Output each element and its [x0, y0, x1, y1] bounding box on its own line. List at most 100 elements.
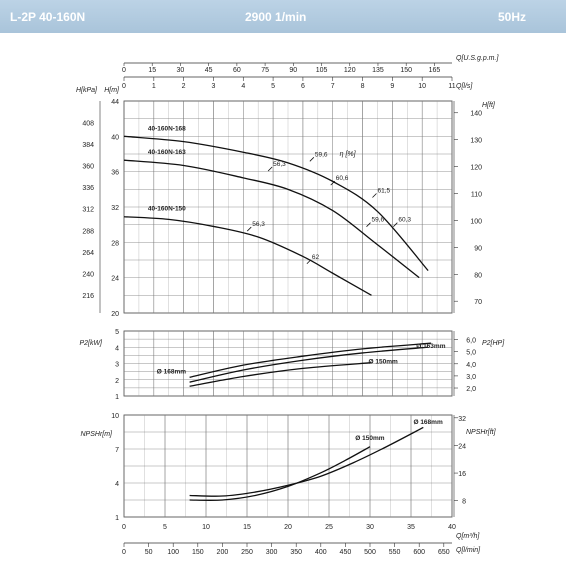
head-kpa-tick-label: 264 — [82, 250, 94, 257]
npsh-flow-lmin-tick-label: 500 — [364, 549, 376, 556]
npsh-flow-m3h-tick-label: 40 — [448, 524, 456, 531]
efficiency-value-label: 60,6 — [336, 175, 349, 182]
efficiency-mark — [330, 180, 336, 186]
efficiency-value-label: 60,3 — [398, 217, 411, 224]
chart-header-bar: L-2P 40-160N 2900 1/min 50Hz — [0, 0, 566, 33]
pump-model-title: L-2P 40-160N — [10, 10, 86, 24]
npsh-flow-lmin-tick-label: 350 — [290, 549, 302, 556]
flow-ls-tick-label: 9 — [390, 83, 394, 90]
npsh-flow-lmin-tick-label: 200 — [217, 549, 229, 556]
npsh-flow-m3h-tick-label: 25 — [325, 524, 333, 531]
head-y-tick-label: 44 — [111, 99, 119, 106]
head-ft-tick-label: 70 — [474, 299, 482, 306]
npsh-ft-tick-label: 16 — [458, 471, 466, 478]
efficiency-mark — [306, 259, 312, 265]
npsh-flow-m3h-tick-label: 35 — [407, 524, 415, 531]
power-y-tick-label: 5 — [115, 329, 119, 336]
flow-gpm-tick-label: 135 — [372, 67, 384, 74]
flow-ls-tick-label: 1 — [152, 83, 156, 90]
power-curve-163mm — [189, 346, 429, 383]
head-m-axis-title: H[m] — [104, 87, 120, 94]
flow-gpm-tick-label: 15 — [148, 67, 156, 74]
flow-ls-tick-label: 6 — [301, 83, 305, 90]
head-y-tick-label: 24 — [111, 276, 119, 283]
head-ft-tick-label: 100 — [470, 218, 482, 225]
npsh-ft-tick-label: 24 — [458, 443, 466, 450]
npsh-label-150mm: Ø 150mm — [355, 435, 384, 442]
power-y-tick-label: 3 — [115, 362, 119, 369]
head-y-tick-label: 20 — [111, 311, 119, 318]
flow-ls-tick-label: 5 — [271, 83, 275, 90]
power-curve-168mm — [189, 342, 432, 378]
head-curve-40-160N-168 — [123, 135, 429, 272]
npsh-flow-m3h-tick-label: 10 — [202, 524, 210, 531]
flow-ls-tick-label: 4 — [241, 83, 245, 90]
npsh-m-axis-title: NPSHr[m] — [81, 431, 114, 438]
head-kpa-tick-label: 216 — [82, 293, 94, 300]
flow-gpm-tick-label: 165 — [429, 67, 441, 74]
flow-gpm-axis-title: Q[U.S.g.p.m.] — [456, 55, 499, 62]
power-kw-axis-title: P2[kW] — [79, 340, 103, 347]
power-y-tick-label: 2 — [115, 378, 119, 385]
efficiency-value-label: 61,5 — [377, 188, 390, 195]
power-label-150mm: Ø 150mm — [369, 359, 398, 366]
head-y-tick-label: 32 — [111, 205, 119, 212]
npsh-flow-lmin-tick-label: 100 — [167, 549, 179, 556]
efficiency-mark — [393, 222, 398, 227]
power-y-tick-label: 1 — [115, 394, 119, 401]
flow-gpm-tick-label: 60 — [233, 67, 241, 74]
npsh-flow-lmin-tick-label: 50 — [145, 549, 153, 556]
power-hp-tick-label: 5,0 — [466, 350, 476, 357]
npsh-flow-lmin-tick-label: 600 — [413, 549, 425, 556]
npsh-ft-axis-title: NPSHr[ft] — [466, 429, 497, 436]
head-curve-label-40-160N-150: 40-160N-150 — [148, 206, 186, 213]
power-label-163mm: Ø 163mm — [416, 343, 445, 350]
flow-gpm-tick-label: 75 — [261, 67, 269, 74]
npsh-flow-m3h-axis-title: Q[m³/h] — [456, 533, 480, 540]
flow-gpm-tick-label: 90 — [289, 67, 297, 74]
efficiency-value-label: 62 — [312, 254, 320, 261]
flow-gpm-tick-label: 150 — [400, 67, 412, 74]
npsh-flow-m3h-tick-label: 20 — [284, 524, 292, 531]
power-hp-tick-label: 3,0 — [466, 374, 476, 381]
head-kpa-tick-label: 408 — [82, 120, 94, 127]
flow-gpm-tick-label: 105 — [316, 67, 328, 74]
head-kpa-axis-title: H[kPa] — [76, 87, 98, 94]
npsh-flow-lmin-tick-label: 400 — [315, 549, 327, 556]
flow-ls-tick-label: 8 — [361, 83, 365, 90]
efficiency-mark — [372, 193, 377, 198]
npsh-flow-lmin-tick-label: 300 — [266, 549, 278, 556]
efficiency-label: η [%] — [340, 151, 357, 158]
head-y-tick-label: 36 — [111, 170, 119, 177]
head-ft-tick-label: 90 — [474, 245, 482, 252]
flow-gpm-tick-label: 30 — [177, 67, 185, 74]
head-y-tick-label: 40 — [111, 134, 119, 141]
efficiency-value-label: 59,6 — [372, 217, 385, 224]
flow-ls-tick-label: 3 — [212, 83, 216, 90]
head-curve-label-40-160N-163: 40-160N-163 — [148, 149, 186, 156]
flow-gpm-tick-label: 0 — [122, 67, 126, 74]
flow-gpm-tick-label: 45 — [205, 67, 213, 74]
head-kpa-tick-label: 288 — [82, 228, 94, 235]
npsh-flow-lmin-tick-label: 250 — [241, 549, 253, 556]
head-kpa-tick-label: 240 — [82, 272, 94, 279]
npsh-flow-lmin-tick-label: 550 — [389, 549, 401, 556]
power-hp-tick-label: 4,0 — [466, 362, 476, 369]
head-curve-40-160N-163 — [123, 159, 420, 279]
npsh-ft-tick-label: 8 — [462, 499, 466, 506]
efficiency-mark — [366, 222, 371, 227]
efficiency-value-label: 59,6 — [315, 151, 328, 158]
npsh-curve-150mm — [189, 446, 371, 501]
npsh-flow-lmin-tick-label: 650 — [438, 549, 450, 556]
power-label-168mm: Ø 168mm — [157, 368, 186, 375]
efficiency-value-label: 56,3 — [252, 221, 265, 228]
power-hp-tick-label: 6,0 — [466, 338, 476, 345]
head-ft-tick-label: 130 — [470, 138, 482, 145]
head-curve-label-40-160N-168: 40-160N-168 — [148, 125, 186, 132]
head-curve-40-160N-150 — [123, 216, 372, 296]
flow-ls-tick-label: 2 — [182, 83, 186, 90]
npsh-flow-m3h-tick-label: 30 — [366, 524, 374, 531]
head-kpa-tick-label: 336 — [82, 185, 94, 192]
npsh-flow-lmin-tick-label: 150 — [192, 549, 204, 556]
